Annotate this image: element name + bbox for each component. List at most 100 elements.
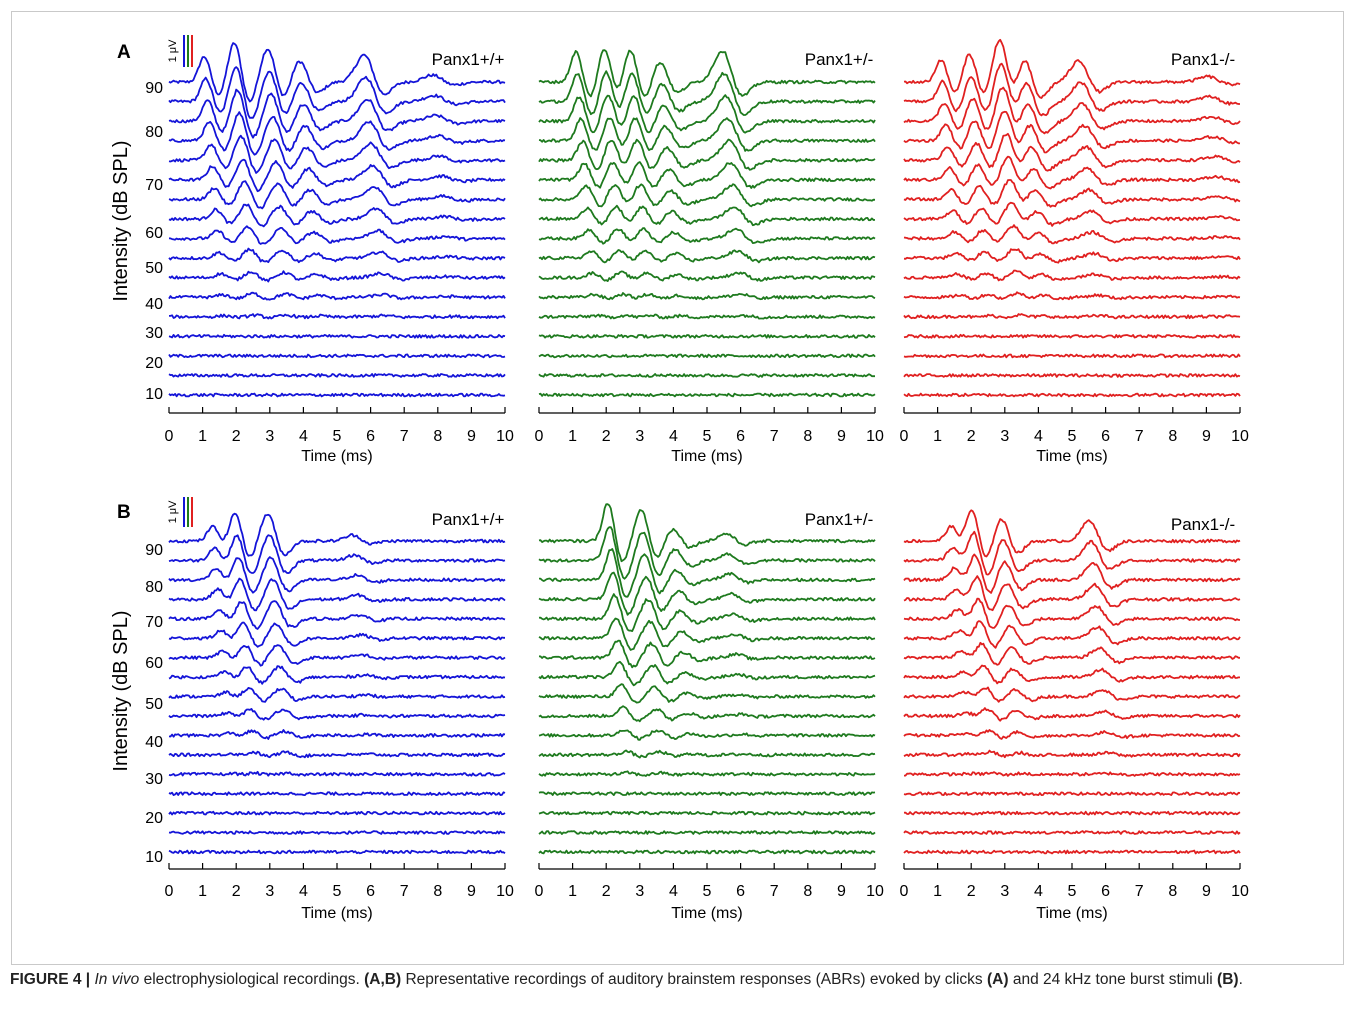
abr-trace [903, 110, 1241, 154]
abr-trace [168, 203, 506, 228]
x-tick-label: 10 [496, 883, 514, 900]
x-axis-title: Time (ms) [1036, 448, 1107, 465]
panel-label: A [117, 42, 131, 63]
abr-trace [538, 639, 876, 669]
y-tick-label: 60 [145, 225, 163, 242]
x-axis-title: Time (ms) [301, 905, 372, 922]
x-tick-label: 9 [837, 428, 846, 445]
abr-trace [168, 88, 506, 139]
x-tick-label: 2 [602, 428, 611, 445]
abr-trace [168, 158, 506, 193]
y-axis-title: Intensity (dB SPL) [110, 610, 132, 771]
abr-trace [168, 644, 506, 667]
abr-trace [903, 686, 1241, 703]
x-tick-label: 1 [568, 428, 577, 445]
y-tick-label: 20 [145, 355, 163, 372]
figure-caption: FIGURE 4 | In vivo electrophysiological … [10, 968, 1340, 992]
abr-trace [903, 224, 1241, 245]
abr-trace [538, 138, 876, 171]
x-tick-label: 8 [803, 428, 812, 445]
abr-trace [903, 707, 1241, 722]
caption-text-2: Representative recordings of auditory br… [401, 971, 987, 988]
abr-trace [168, 577, 506, 612]
abr-trace [168, 42, 506, 103]
abr-trace [538, 749, 876, 759]
x-tick-label: 5 [703, 428, 712, 445]
caption-bold-1: (A,B) [364, 971, 402, 988]
abr-trace [168, 665, 506, 685]
x-tick-label: 5 [1068, 883, 1077, 900]
x-tick-label: 6 [1101, 883, 1110, 900]
abr-trace [539, 548, 876, 598]
abr-trace [168, 392, 506, 398]
trace-column: Panx1+/+ 0 1 2 3 4 5 6 7 8 9 10 Time (ms) [165, 510, 514, 922]
x-tick-label: 8 [803, 883, 812, 900]
abr-trace [538, 292, 876, 301]
x-tick-label: 10 [1231, 883, 1249, 900]
abr-trace [168, 180, 506, 210]
abr-trace [168, 708, 506, 721]
abr-trace [168, 512, 506, 557]
x-tick-label: 2 [232, 428, 241, 445]
abr-trace [538, 373, 875, 378]
x-tick-label: 0 [535, 883, 544, 900]
x-tick-label: 6 [1101, 428, 1110, 445]
abr-trace [903, 86, 1241, 135]
abr-trace [168, 770, 506, 777]
x-tick-label: 0 [535, 428, 544, 445]
abr-trace [903, 509, 1241, 558]
abr-trace [538, 249, 876, 264]
abr-trace [538, 392, 876, 398]
abr-trace [168, 134, 506, 174]
x-tick-label: 8 [433, 883, 442, 900]
x-tick-label: 9 [1202, 428, 1211, 445]
abr-trace [903, 269, 1241, 282]
abr-trace [169, 313, 506, 320]
abr-trace [903, 373, 1241, 378]
x-tick-label: 3 [265, 428, 274, 445]
abr-trace [168, 810, 506, 816]
y-tick-label: 10 [145, 849, 163, 866]
x-tick-label: 10 [496, 428, 514, 445]
abr-trace [903, 38, 1241, 99]
abr-trace [903, 749, 1241, 759]
abr-trace [538, 683, 876, 704]
column-title: Panx1+/- [805, 50, 874, 69]
abr-trace [538, 334, 876, 339]
x-tick-label: 1 [933, 428, 942, 445]
abr-trace [168, 291, 506, 301]
x-tick-label: 1 [198, 428, 207, 445]
caption-bold-2: (A) [987, 971, 1009, 988]
abr-trace [903, 553, 1241, 594]
abr-trace [538, 849, 876, 855]
abr-trace [168, 750, 506, 759]
x-tick-label: 4 [669, 883, 678, 900]
abr-trace [538, 117, 876, 152]
caption-label: FIGURE 4 | [10, 971, 91, 988]
x-tick-label: 9 [467, 428, 476, 445]
x-tick-label: 2 [602, 883, 611, 900]
abr-trace [538, 204, 876, 227]
caption-text-4: . [1238, 971, 1243, 988]
panel-label: B [117, 502, 131, 523]
x-tick-label: 0 [900, 428, 909, 445]
column-title: Panx1+/+ [432, 50, 505, 69]
y-tick-label: 10 [145, 386, 163, 403]
abr-trace [904, 771, 1241, 777]
abr-trace [903, 641, 1240, 666]
abr-trace [903, 248, 1241, 264]
trace-column: Panx1+/- 0 1 2 3 4 5 6 7 8 9 10 Time (ms) [535, 503, 884, 922]
column-title: Panx1-/- [1171, 515, 1235, 534]
x-tick-label: 9 [1202, 883, 1211, 900]
column-title: Panx1+/- [805, 510, 874, 529]
abr-trace [168, 225, 506, 245]
abr-trace [168, 729, 506, 740]
abr-trace [168, 849, 506, 855]
x-tick-label: 2 [232, 883, 241, 900]
caption-text-3: and 24 kHz tone burst stimuli [1008, 971, 1218, 988]
abr-trace [168, 247, 506, 264]
abr-trace [168, 373, 506, 378]
x-tick-label: 3 [1000, 883, 1009, 900]
abr-trace [168, 687, 506, 703]
